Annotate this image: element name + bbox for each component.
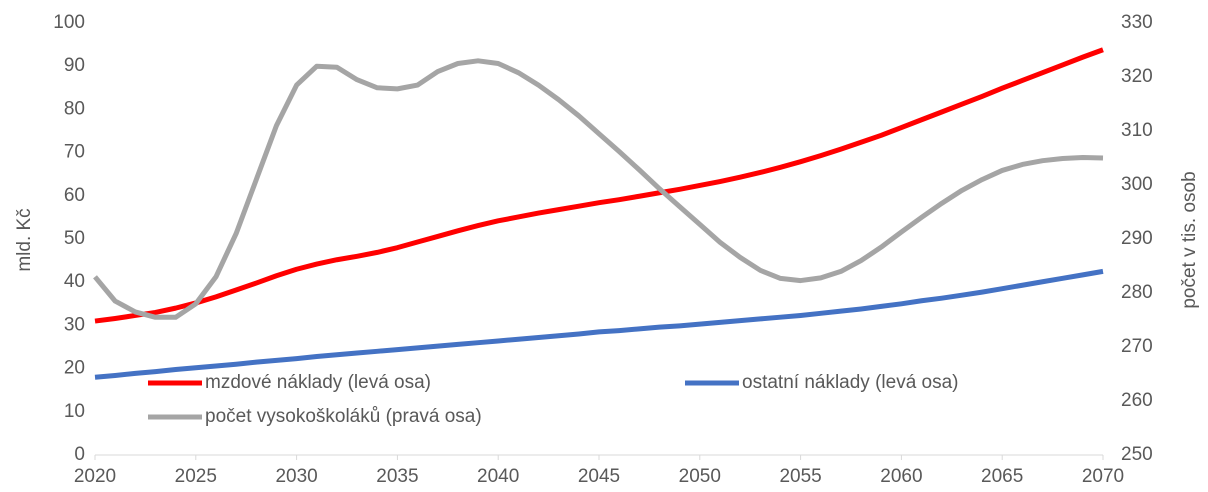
x-tick-label: 2055 (779, 466, 821, 487)
legend-label: ostatní náklady (levá osa) (742, 372, 959, 393)
y-tick-label: 0 (74, 444, 85, 465)
x-tick-label: 2030 (275, 466, 317, 487)
y-tick-label: 100 (53, 12, 85, 33)
y2-tick-label: 310 (1121, 120, 1153, 141)
y2-tick-label: 250 (1121, 444, 1153, 465)
y-tick-label: 10 (64, 401, 85, 422)
y-tick-label: 90 (64, 55, 85, 76)
y-tick-label: 60 (64, 185, 85, 206)
y-tick-label: 70 (64, 142, 85, 163)
y-tick-label: 40 (64, 271, 85, 292)
y-tick-label: 50 (64, 228, 85, 249)
y2-tick-label: 270 (1121, 336, 1153, 357)
x-tick-label: 2035 (376, 466, 418, 487)
x-tick-label: 2020 (74, 466, 116, 487)
x-tick-label: 2060 (880, 466, 922, 487)
line-series (94, 47, 1104, 324)
x-tick-label: 2045 (578, 466, 620, 487)
y2-tick-label: 290 (1121, 228, 1153, 249)
x-tick-label: 2070 (1082, 466, 1124, 487)
y2-tick-label: 320 (1121, 66, 1153, 87)
y2-tick-label: 260 (1121, 390, 1153, 411)
legend-label: počet vysokoškoláků (pravá osa) (205, 406, 482, 427)
y2-tick-label: 330 (1121, 12, 1153, 33)
x-tick-label: 2040 (477, 466, 519, 487)
line-series (94, 268, 1104, 380)
legend-label: mzdové náklady (levá osa) (205, 372, 431, 393)
y2-axis-label: počet v tis. osob (1179, 171, 1200, 308)
y-axis-label: mld. Kč (14, 208, 35, 271)
y2-tick-label: 300 (1121, 174, 1153, 195)
y-tick-label: 80 (64, 98, 85, 119)
y-tick-label: 30 (64, 314, 85, 335)
x-tick-label: 2065 (981, 466, 1023, 487)
x-tick-label: 2025 (175, 466, 217, 487)
y2-tick-label: 280 (1121, 282, 1153, 303)
x-tick-label: 2050 (679, 466, 721, 487)
y-tick-label: 20 (64, 358, 85, 379)
line-series (93, 58, 1104, 320)
